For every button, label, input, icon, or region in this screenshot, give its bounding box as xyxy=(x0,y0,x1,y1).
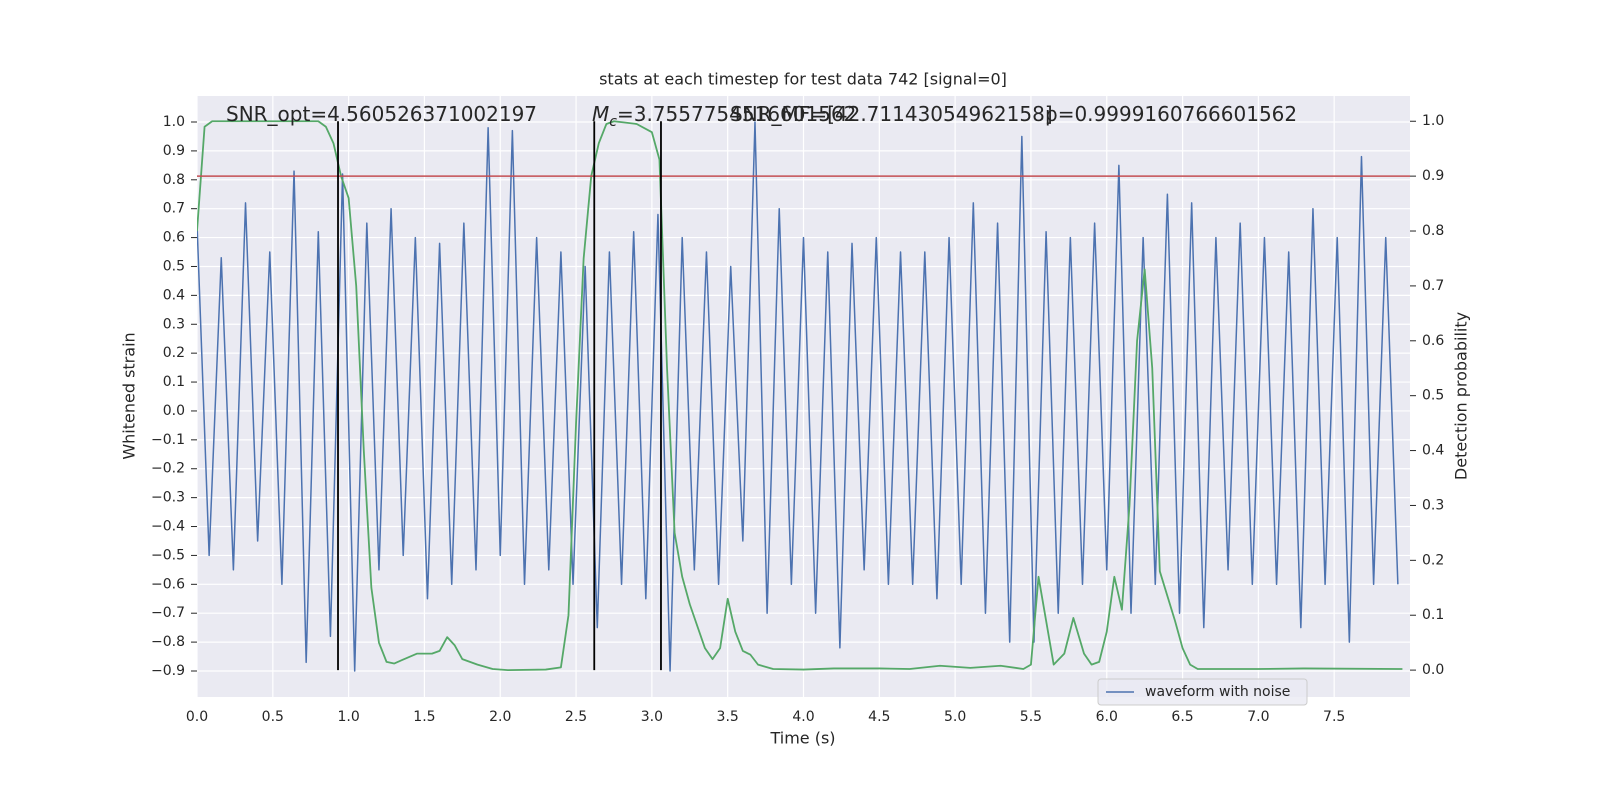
y-tick-label: −0.6 xyxy=(151,576,185,592)
y-tick-label: −0.4 xyxy=(151,519,185,535)
annotation-subscript: c xyxy=(609,114,617,130)
annotation: SNR_MF=[42.71143054962158] xyxy=(730,102,1053,126)
x-tick-label: 0.5 xyxy=(262,709,284,725)
y-axis-label: Whitened strain xyxy=(120,332,139,459)
x-tick-label: 5.5 xyxy=(1020,709,1042,725)
annotation: Mc=3.7557754516601562 xyxy=(592,102,856,130)
y-tick-label: 0.4 xyxy=(163,287,185,303)
y-tick-label: −0.7 xyxy=(151,605,185,621)
y-tick-label: 0.7 xyxy=(163,201,185,217)
y-tick-label: 0.3 xyxy=(163,316,185,332)
legend-box xyxy=(1097,678,1308,706)
y-tick-label: 0.1 xyxy=(163,374,185,390)
y2-tick-label: 0.2 xyxy=(1422,552,1444,568)
x-tick-label: 3.0 xyxy=(641,709,663,725)
x-tick-label: 1.0 xyxy=(337,709,359,725)
x-tick-label: 7.5 xyxy=(1323,709,1345,725)
y2-tick-label: 0.1 xyxy=(1422,607,1444,623)
plot-content xyxy=(197,120,1410,672)
x-tick-label: 6.0 xyxy=(1096,709,1118,725)
annotation: SNR_opt=4.560526371002197 xyxy=(226,102,537,126)
y-tick-label: 0.6 xyxy=(163,230,185,246)
y-tick-label: 1.0 xyxy=(163,114,185,130)
x-tick-label: 2.0 xyxy=(489,709,511,725)
chart-title: stats at each timestep for test data 742… xyxy=(599,70,1007,89)
x-tick-label: 2.5 xyxy=(565,709,587,725)
x-axis-label: Time (s) xyxy=(769,729,835,748)
y2-tick-label: 0.9 xyxy=(1422,168,1444,184)
y2-tick-label: 1.0 xyxy=(1422,113,1444,129)
y2-tick-label: 0.0 xyxy=(1422,662,1444,678)
y-tick-label: −0.1 xyxy=(151,432,185,448)
annotation-text: =3.7557754516601562 xyxy=(617,102,856,126)
y2-tick-label: 0.3 xyxy=(1422,497,1444,513)
x-tick-label: 4.5 xyxy=(868,709,890,725)
y2-tick-label: 0.4 xyxy=(1422,443,1444,459)
y-tick-label: −0.3 xyxy=(151,490,185,506)
legend-label: waveform with noise xyxy=(1145,684,1290,700)
series-line xyxy=(197,120,1403,672)
x-tick-label: 0.0 xyxy=(186,709,208,725)
y-tick-label: 0.9 xyxy=(163,143,185,159)
y-tick-label: 0.2 xyxy=(163,345,185,361)
y2-tick-label: 0.5 xyxy=(1422,388,1444,404)
series-line xyxy=(197,121,1399,672)
y2-tick-label: 0.6 xyxy=(1422,333,1444,349)
y-tick-label: 0.5 xyxy=(163,258,185,274)
y-tick-label: −0.9 xyxy=(151,663,185,679)
annotation-symbol: M xyxy=(592,102,609,126)
y-tick-label: −0.8 xyxy=(151,634,185,650)
x-tick-label: 5.0 xyxy=(944,709,966,725)
x-tick-label: 4.0 xyxy=(792,709,814,725)
x-tick-label: 6.5 xyxy=(1171,709,1193,725)
x-tick-label: 3.5 xyxy=(717,709,739,725)
annotation: p=0.9999160766601562 xyxy=(1045,102,1297,126)
x-tick-label: 7.0 xyxy=(1247,709,1269,725)
y2-tick-label: 0.7 xyxy=(1422,278,1444,294)
y2-tick-label: 0.8 xyxy=(1422,223,1444,239)
y-tick-label: 0.0 xyxy=(163,403,185,419)
y-tick-label: 0.8 xyxy=(163,172,185,188)
x-tick-label: 1.5 xyxy=(413,709,435,725)
y-tick-label: −0.5 xyxy=(151,547,185,563)
y2-axis-label: Detection probability xyxy=(1452,312,1471,480)
y-tick-label: −0.2 xyxy=(151,461,185,477)
